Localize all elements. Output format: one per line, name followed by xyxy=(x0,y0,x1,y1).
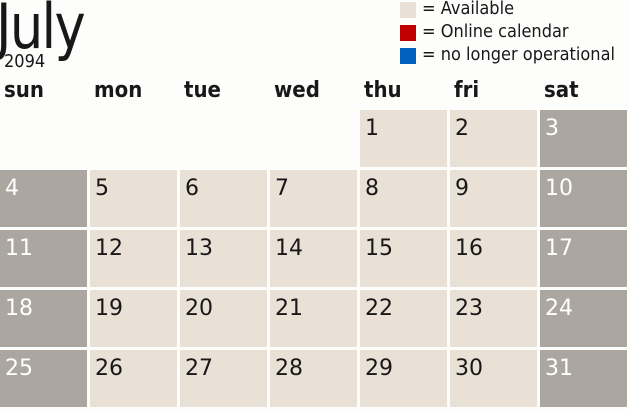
weekday-header-sat: sat xyxy=(544,78,579,103)
year-label: 2094 xyxy=(4,51,46,72)
day-cell[interactable]: 31 xyxy=(540,350,627,407)
day-number: 12 xyxy=(95,236,123,261)
day-number: 17 xyxy=(545,236,573,261)
day-number: 9 xyxy=(455,176,469,201)
day-cell[interactable]: 24 xyxy=(540,290,627,347)
day-cell[interactable]: 5 xyxy=(90,170,177,227)
weekday-header-fri: fri xyxy=(454,78,480,103)
day-cell[interactable]: 10 xyxy=(540,170,627,227)
day-number: 3 xyxy=(545,116,559,141)
day-number: 5 xyxy=(95,176,109,201)
day-number: 10 xyxy=(545,176,573,201)
day-number: 8 xyxy=(365,176,379,201)
weekday-header-sun: sun xyxy=(4,78,44,103)
day-cell[interactable]: 26 xyxy=(90,350,177,407)
day-cell[interactable]: 1 xyxy=(360,110,447,167)
weekday-header-thu: thu xyxy=(364,78,402,103)
day-cell[interactable]: 19 xyxy=(90,290,177,347)
day-number: 26 xyxy=(95,356,123,381)
weekday-header-tue: tue xyxy=(184,78,221,103)
day-cell[interactable]: 13 xyxy=(180,230,267,287)
day-cell[interactable]: 21 xyxy=(270,290,357,347)
legend-label: = Available xyxy=(422,0,515,19)
day-cell[interactable]: 12 xyxy=(90,230,177,287)
day-cell[interactable]: 14 xyxy=(270,230,357,287)
day-number: 23 xyxy=(455,296,483,321)
day-number: 11 xyxy=(5,236,33,261)
day-number: 22 xyxy=(365,296,393,321)
day-cell[interactable]: 7 xyxy=(270,170,357,227)
month-title: July xyxy=(0,0,86,63)
day-number: 18 xyxy=(5,296,33,321)
day-number: 7 xyxy=(275,176,289,201)
day-cell[interactable]: 27 xyxy=(180,350,267,407)
day-number: 30 xyxy=(455,356,483,381)
day-number: 19 xyxy=(95,296,123,321)
day-cell[interactable]: 16 xyxy=(450,230,537,287)
day-number: 25 xyxy=(5,356,33,381)
weekday-header-mon: mon xyxy=(94,78,143,103)
day-cell[interactable]: 20 xyxy=(180,290,267,347)
day-number: 24 xyxy=(545,296,573,321)
day-cell[interactable]: 15 xyxy=(360,230,447,287)
day-number: 20 xyxy=(185,296,213,321)
day-cell[interactable]: 17 xyxy=(540,230,627,287)
day-number: 6 xyxy=(185,176,199,201)
day-cell[interactable]: 2 xyxy=(450,110,537,167)
day-number: 15 xyxy=(365,236,393,261)
day-number: 27 xyxy=(185,356,213,381)
day-cell[interactable]: 6 xyxy=(180,170,267,227)
day-cell[interactable]: 29 xyxy=(360,350,447,407)
day-cell[interactable]: 11 xyxy=(0,230,87,287)
weekday-header-wed: wed xyxy=(274,78,320,103)
online-calendar-swatch xyxy=(400,25,416,41)
day-cell[interactable]: 30 xyxy=(450,350,537,407)
day-number: 13 xyxy=(185,236,213,261)
day-cell[interactable]: 28 xyxy=(270,350,357,407)
day-cell[interactable]: 9 xyxy=(450,170,537,227)
day-cell[interactable]: 25 xyxy=(0,350,87,407)
day-number: 28 xyxy=(275,356,303,381)
no-longer-operational-swatch xyxy=(400,48,416,64)
day-cell[interactable]: 4 xyxy=(0,170,87,227)
legend-label: = no longer operational xyxy=(422,44,616,65)
day-number: 31 xyxy=(545,356,573,381)
available-swatch xyxy=(400,2,416,18)
day-number: 1 xyxy=(365,116,379,141)
day-number: 16 xyxy=(455,236,483,261)
day-cell[interactable]: 18 xyxy=(0,290,87,347)
day-number: 14 xyxy=(275,236,303,261)
day-number: 2 xyxy=(455,116,469,141)
day-cell[interactable]: 23 xyxy=(450,290,537,347)
day-cell[interactable]: 22 xyxy=(360,290,447,347)
day-number: 4 xyxy=(5,176,19,201)
day-number: 21 xyxy=(275,296,303,321)
day-cell[interactable]: 3 xyxy=(540,110,627,167)
legend-label: = Online calendar xyxy=(422,21,569,42)
day-number: 29 xyxy=(365,356,393,381)
day-cell[interactable]: 8 xyxy=(360,170,447,227)
